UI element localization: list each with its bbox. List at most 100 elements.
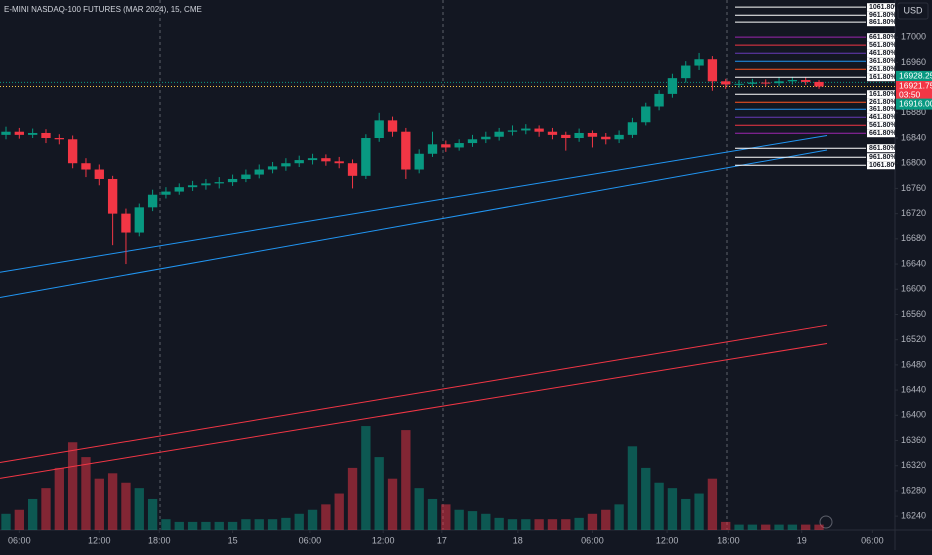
volume-bar: [481, 513, 491, 530]
volume-bar: [641, 467, 651, 530]
volume-bar: [427, 498, 438, 530]
volume-bar: [654, 482, 664, 530]
volume-bar: [374, 457, 384, 530]
trend-line: [0, 134, 828, 273]
currency[interactable]: USD: [903, 5, 923, 15]
candle-body: [334, 161, 344, 164]
fib-label: 261.80%: [869, 99, 897, 106]
volume-bar: [54, 467, 64, 530]
fib-label: 461.80%: [869, 50, 897, 57]
volume-bar: [67, 442, 78, 530]
fib-label-box: [867, 153, 895, 162]
fib-label: 361.80%: [869, 58, 897, 65]
volume-bar: [747, 524, 758, 530]
x-tick-label: 19: [797, 535, 807, 545]
candle-body: [121, 213, 131, 233]
y-tick-label: 16320: [901, 460, 926, 470]
alert-icon[interactable]: [819, 515, 833, 529]
y-tick-label: 16680: [901, 233, 926, 243]
candle-body: [467, 139, 478, 144]
candle-body: [107, 178, 118, 214]
volume-bar: [187, 521, 198, 530]
candle-body: [374, 120, 384, 139]
fib-label-box: [867, 41, 895, 50]
x-tick-label: 06:00: [581, 535, 604, 545]
volume-bar: [174, 521, 184, 530]
candle-body: [134, 207, 144, 233]
y-tick-label: 16640: [901, 258, 926, 268]
volume-bar: [294, 513, 304, 530]
chart-title: E-MINI NASDAQ-100 FUTURES (MAR 2024), 15…: [4, 5, 202, 14]
candle-body: [761, 82, 771, 84]
volume-bar: [667, 488, 678, 530]
candle-body: [534, 128, 544, 132]
volume-bar: [401, 430, 411, 530]
candle-body: [574, 132, 584, 139]
candle-body: [174, 187, 184, 192]
volume-bar: [1, 513, 11, 530]
y-tick-label: 16440: [901, 384, 926, 394]
fib-label-box: [867, 105, 895, 114]
fib-label: 661.80%: [869, 34, 897, 41]
currency-box[interactable]: [897, 2, 929, 20]
volume-bar: [681, 498, 691, 530]
fib-label: 461.80%: [869, 114, 897, 121]
x-tick-label: 06:00: [299, 535, 322, 545]
candle-body: [427, 144, 438, 154]
volume-bar: [214, 521, 224, 530]
candle-body: [67, 139, 78, 164]
candle-body: [787, 80, 798, 82]
fib-label: 261.80%: [869, 66, 897, 73]
candle-body: [214, 182, 224, 184]
candle-body: [54, 138, 64, 140]
candle-body: [307, 158, 318, 161]
volume-bar: [347, 467, 358, 530]
volume-bar: [107, 473, 118, 530]
candle-body: [41, 132, 51, 139]
price-label-box: [896, 80, 932, 101]
fib-label: 561.80%: [869, 42, 897, 49]
fib-label-box: [867, 98, 895, 107]
fib-label: 161.80%: [869, 91, 897, 98]
fib-label: 961.80%: [869, 12, 897, 19]
candle-body: [721, 81, 731, 85]
fib-label: 361.80%: [869, 106, 897, 113]
candle-body: [1, 131, 11, 135]
volume-bar: [147, 498, 158, 530]
volume-bar: [614, 504, 624, 530]
volume-bar: [41, 488, 51, 530]
volume-bar: [441, 504, 451, 530]
y-tick-label: 16600: [901, 284, 926, 294]
x-tick-label: 12:00: [656, 535, 679, 545]
y-tick-label: 16800: [901, 158, 926, 168]
candle-body: [627, 122, 638, 135]
volume-bar: [121, 482, 131, 530]
candle-body: [801, 80, 811, 82]
volume-bar: [601, 509, 611, 530]
fib-label: 861.80%: [869, 145, 897, 152]
y-tick-label: 17000: [901, 32, 926, 42]
price-label: 16916.00: [899, 98, 932, 108]
volume-bar: [321, 504, 331, 530]
candle-body: [81, 163, 91, 170]
volume-bar: [241, 519, 251, 530]
candle-body: [614, 134, 624, 140]
candle-body: [507, 130, 518, 132]
y-tick-label: 16720: [901, 208, 926, 218]
trend-line: [0, 324, 828, 464]
volume-bar: [507, 519, 518, 530]
candle-body: [547, 131, 558, 135]
candle-body: [814, 81, 824, 87]
volume-bar: [467, 511, 478, 530]
candle-body: [347, 163, 358, 176]
y-tick-label: 16560: [901, 309, 926, 319]
candle-body: [561, 134, 571, 139]
y-tick-label: 16880: [901, 107, 926, 117]
volume-bar: [267, 519, 278, 530]
candle-body: [521, 128, 531, 131]
trend-line: [0, 149, 828, 298]
x-tick-label: 15: [228, 535, 238, 545]
price-label-box: [896, 98, 932, 110]
